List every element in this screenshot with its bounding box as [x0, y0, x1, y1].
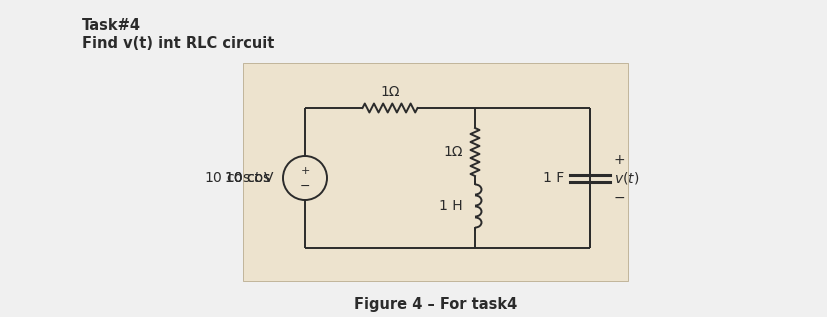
Bar [242, 63, 627, 281]
Text: Find v(t) int RLC circuit: Find v(t) int RLC circuit [82, 36, 274, 51]
Text: 10 cos: 10 cos [225, 171, 275, 185]
Text: +: + [300, 166, 309, 176]
Text: 10 cos $t$ V: 10 cos $t$ V [203, 171, 275, 185]
Text: 1 H: 1 H [438, 199, 462, 213]
Text: −: − [299, 179, 310, 192]
Text: 1 F: 1 F [542, 171, 563, 185]
Text: 10 cos: 10 cos [225, 171, 275, 185]
Text: Figure 4 – For task4: Figure 4 – For task4 [353, 297, 517, 312]
Text: −: − [614, 191, 625, 205]
Text: $v(t)$: $v(t)$ [614, 170, 638, 186]
Text: 1Ω: 1Ω [380, 85, 399, 99]
Text: Task#4: Task#4 [82, 18, 141, 33]
Text: 1Ω: 1Ω [442, 145, 462, 159]
Text: +: + [614, 153, 625, 167]
